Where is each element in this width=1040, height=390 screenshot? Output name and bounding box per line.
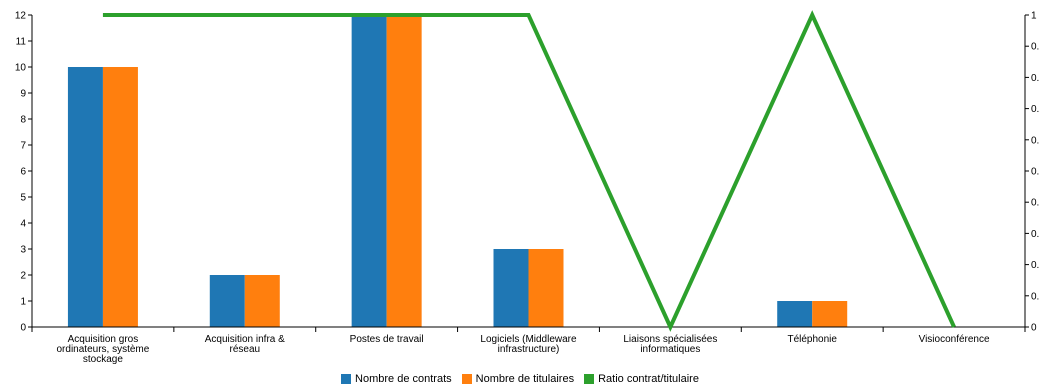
legend-item-ratio[interactable]: Ratio contrat/titulaire — [584, 373, 699, 385]
bar-titulaires[interactable] — [386, 15, 422, 327]
legend-item-contrats[interactable]: Nombre de contrats — [341, 373, 452, 385]
y-left-tick-label: 0 — [20, 323, 26, 334]
y-left-tick-label: 10 — [15, 63, 27, 74]
x-tick-label: Acquisition infra & réseau — [205, 334, 285, 355]
x-tick-label: Postes de travail — [350, 334, 424, 345]
legend-label-titulaires: Nombre de titulaires — [475, 373, 575, 385]
bar-contrats[interactable] — [777, 301, 813, 327]
x-tick-label: Acquisition gros ordinateurs, système stoc… — [57, 334, 150, 365]
legend-swatch-contrats — [341, 374, 352, 384]
line-layer — [102, 10, 956, 332]
bar-titulaires[interactable] — [812, 301, 848, 327]
bar-titulaires[interactable] — [102, 67, 138, 327]
x-tick-label: Visioconférence — [919, 334, 990, 345]
y-right-tick-label: 1 — [1031, 11, 1037, 22]
legend-swatch-titulaires — [461, 374, 472, 384]
y-left-tick-label: 2 — [20, 271, 26, 282]
y-left-tick-label: 6 — [20, 167, 26, 178]
legend-swatch-ratio — [584, 374, 595, 384]
y-left-tick-label: 4 — [20, 219, 26, 230]
y-right-tick-label: 0. — [1031, 229, 1039, 240]
x-tick-label: Liaisons spécialisées informatiques — [623, 334, 717, 355]
y-left-tick-label: 11 — [16, 37, 27, 48]
y-left-tick-label: 5 — [20, 193, 26, 204]
bar-layer — [67, 15, 848, 327]
y-left-tick-label: 7 — [20, 141, 26, 152]
x-tick-label: Téléphonie — [787, 334, 837, 345]
y-right-tick-label: 0. — [1031, 104, 1039, 115]
legend-label-ratio: Ratio contrat/titulaire — [598, 373, 699, 385]
y-left-tick-label: 12 — [15, 11, 27, 22]
y-right-tick-label: 0 — [1031, 323, 1037, 334]
y-left-tick-label: 1 — [20, 297, 26, 308]
bar-contrats[interactable] — [493, 249, 529, 327]
y-left-tick-label: 3 — [20, 245, 26, 256]
y-right-tick-label: 0. — [1031, 167, 1039, 178]
bar-titulaires[interactable] — [528, 249, 564, 327]
legend-label-contrats: Nombre de contrats — [355, 373, 452, 385]
bar-contrats[interactable] — [209, 275, 245, 327]
y-left-tick-label: 9 — [20, 89, 26, 100]
x-tick-label: Logiciels (Middleware infrastructure) — [480, 334, 577, 355]
y-left-tick-label: 8 — [20, 115, 26, 126]
x-tick-labels: Acquisition gros ordinateurs, système stoc… — [57, 334, 990, 365]
y-right-tick-label: 0. — [1031, 260, 1039, 271]
bar-titulaires[interactable] — [244, 275, 280, 327]
y-right-tick-label: 0. — [1031, 198, 1039, 209]
y-right-tick-label: 0. — [1031, 291, 1039, 302]
legend-item-titulaires[interactable]: Nombre de titulaires — [461, 373, 575, 385]
y-right-tick-label: 0. — [1031, 135, 1039, 146]
y-right-tick-label: 0. — [1031, 73, 1039, 84]
legend: Nombre de contrats Nombre de titulaires … — [0, 370, 1040, 388]
bar-contrats[interactable] — [67, 67, 103, 327]
bar-contrats[interactable] — [351, 15, 387, 327]
y-right-tick-label: 0. — [1031, 42, 1039, 53]
